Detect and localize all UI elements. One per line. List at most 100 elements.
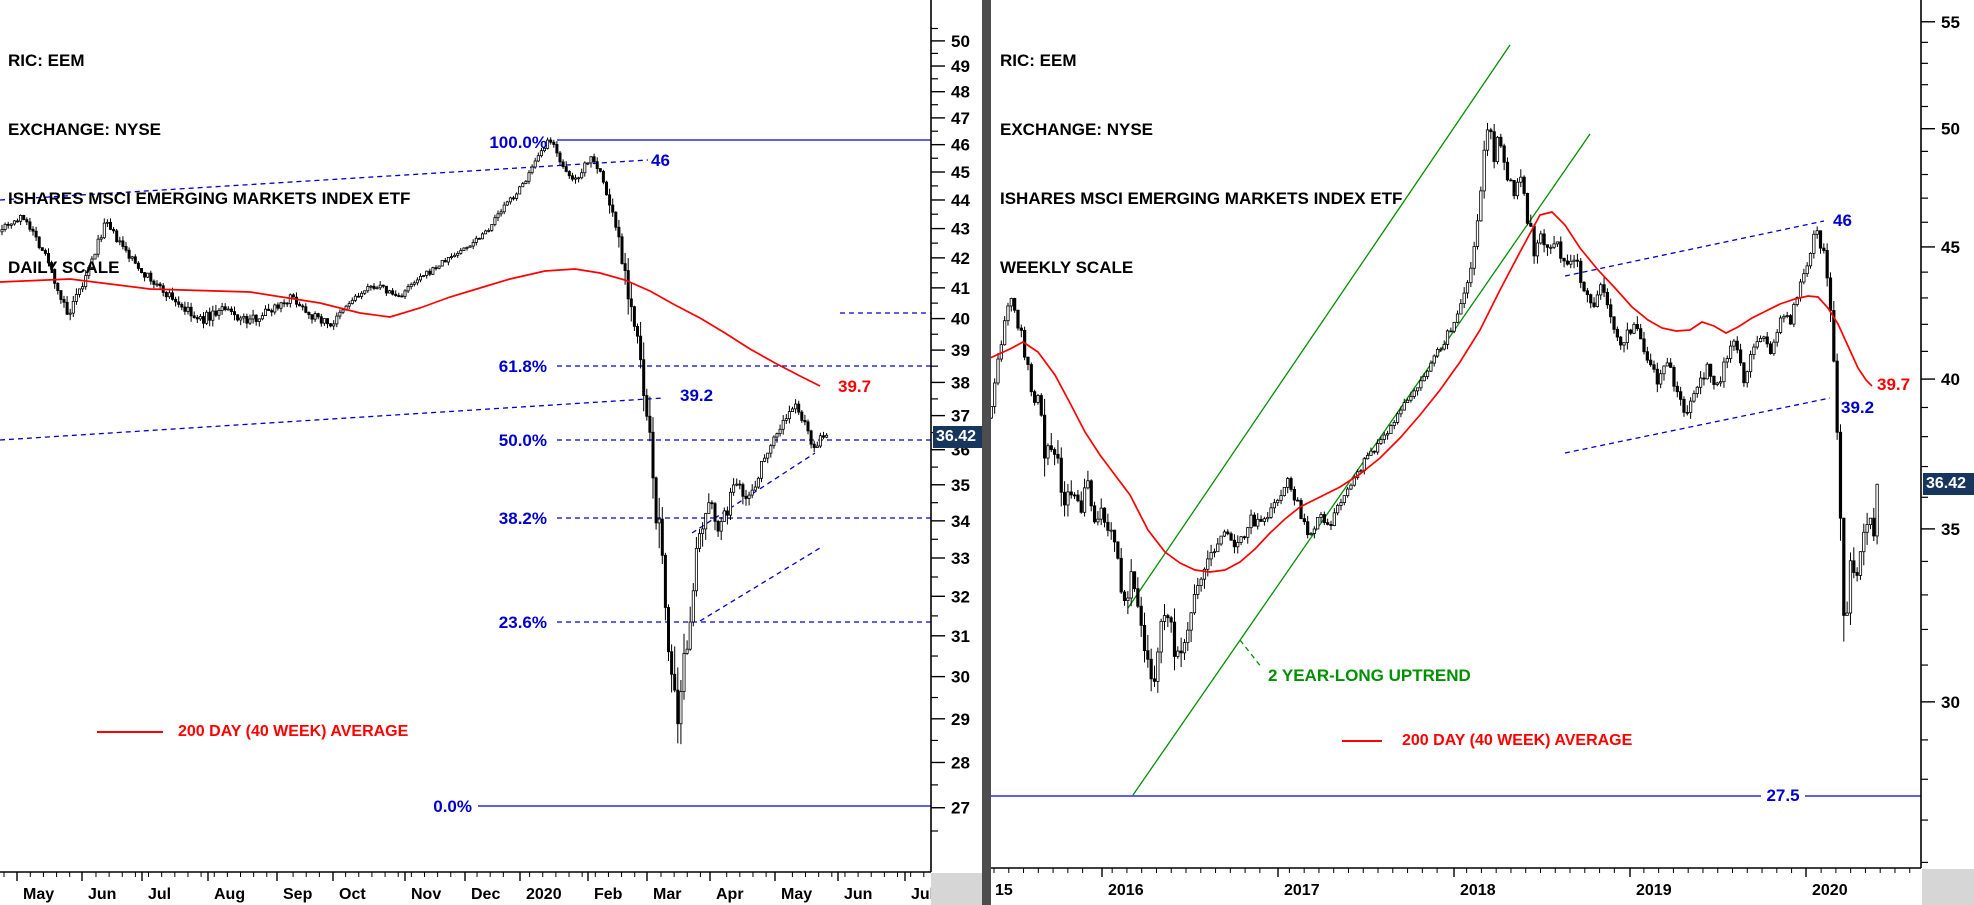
candle-body	[1179, 650, 1183, 654]
candle-body	[1182, 642, 1187, 654]
candle-body	[415, 279, 419, 284]
candle-body	[403, 290, 407, 297]
candle-body	[1079, 500, 1083, 513]
candle-body	[360, 292, 364, 297]
candle-body	[549, 139, 553, 143]
candle-body	[316, 313, 320, 318]
candle-body	[1116, 541, 1120, 559]
candle-body	[1252, 514, 1256, 527]
price-axis-label: 33	[951, 549, 970, 568]
candle-body	[1705, 363, 1709, 380]
candle-body	[1029, 364, 1033, 393]
candle-body	[1432, 355, 1436, 364]
candle-body	[273, 304, 277, 313]
candle-body	[192, 315, 196, 318]
candle-body	[1102, 507, 1107, 523]
time-axis-label: 2020	[526, 886, 562, 903]
candle-body	[1862, 531, 1866, 553]
candle-body	[298, 303, 302, 307]
price-axis-label: 40	[951, 310, 970, 329]
candle-body	[1322, 514, 1326, 523]
candle-body	[1306, 521, 1310, 536]
candle-body	[1186, 629, 1190, 643]
candle-body	[294, 296, 298, 305]
candle-body	[1046, 445, 1050, 459]
candle-body	[152, 280, 156, 285]
candle-body	[1236, 542, 1240, 548]
candle-body	[1502, 145, 1506, 163]
candle-body	[484, 230, 488, 235]
time-axis-label: Nov	[411, 886, 441, 903]
left-exchange: EXCHANGE: NYSE	[8, 120, 162, 139]
candle-body	[1842, 517, 1846, 616]
candle-body	[1619, 336, 1623, 346]
price-axis-label: 29	[951, 710, 970, 729]
price-axis-label: 37	[951, 407, 970, 426]
time-axis-label: Oct	[339, 886, 366, 903]
candle-body	[242, 316, 246, 319]
candle-body	[1738, 349, 1743, 364]
candle-body	[167, 292, 171, 298]
candle-body	[1119, 557, 1123, 593]
candle-body	[1838, 431, 1843, 519]
candle-body	[87, 267, 91, 277]
candle-body	[1758, 337, 1763, 343]
candle-body	[1522, 176, 1526, 194]
candle-body	[574, 177, 578, 180]
candle-body	[533, 160, 537, 168]
candle-body	[1755, 341, 1759, 348]
candle-body	[794, 403, 798, 410]
candle-body	[1272, 502, 1276, 509]
candle-body	[93, 253, 97, 260]
candle-body	[1812, 233, 1816, 254]
candle-body	[598, 168, 602, 172]
candle-body	[1725, 358, 1729, 363]
candle-body	[1858, 551, 1863, 576]
candle-body	[1139, 605, 1143, 626]
candle-body	[301, 305, 305, 308]
candle-body	[471, 242, 475, 247]
candle-body	[1386, 433, 1390, 436]
candle-body	[322, 318, 326, 324]
candle-body	[198, 316, 202, 320]
candle-body	[1146, 650, 1150, 660]
candle-body	[208, 311, 212, 321]
candle-body	[1415, 387, 1420, 392]
candle-body	[1209, 552, 1213, 560]
candle-body	[1229, 533, 1233, 541]
annotation-label: 39.2	[1841, 398, 1874, 417]
candle-body	[648, 415, 652, 433]
candle-body	[803, 419, 807, 423]
time-axis-label: 2019	[1636, 882, 1672, 899]
annotation-label: 39.2	[680, 386, 713, 405]
candle-body	[1875, 483, 1879, 537]
right-last-price-badge: 36.42	[1923, 473, 1974, 495]
time-axis-label: Jun	[88, 886, 116, 903]
candle-body	[760, 460, 764, 479]
candle-body	[490, 224, 494, 231]
uptrend-lower-line	[1132, 133, 1591, 796]
right-scale: WEEKLY SCALE	[1000, 258, 1134, 277]
candle-body	[623, 263, 627, 272]
candle-body	[99, 237, 103, 240]
candle-body	[34, 230, 38, 238]
candle-body	[1289, 478, 1293, 490]
candle-body	[570, 175, 574, 180]
candle-body	[378, 284, 382, 289]
candle-body	[270, 310, 274, 313]
candle-body	[1605, 291, 1609, 306]
candle-body	[993, 382, 997, 407]
candle-body	[1216, 543, 1220, 553]
candle-body	[1642, 338, 1646, 353]
candle-body	[654, 477, 658, 524]
candle-body	[530, 166, 534, 174]
candle-body	[1336, 505, 1340, 514]
candle-body	[1192, 594, 1197, 614]
candle-body	[177, 301, 181, 305]
candle-body	[1392, 422, 1396, 426]
candle-body	[1076, 494, 1080, 502]
candle-body	[1815, 230, 1819, 235]
candle-body	[1219, 535, 1223, 545]
candle-body	[1349, 484, 1353, 490]
candle-body	[605, 181, 609, 196]
